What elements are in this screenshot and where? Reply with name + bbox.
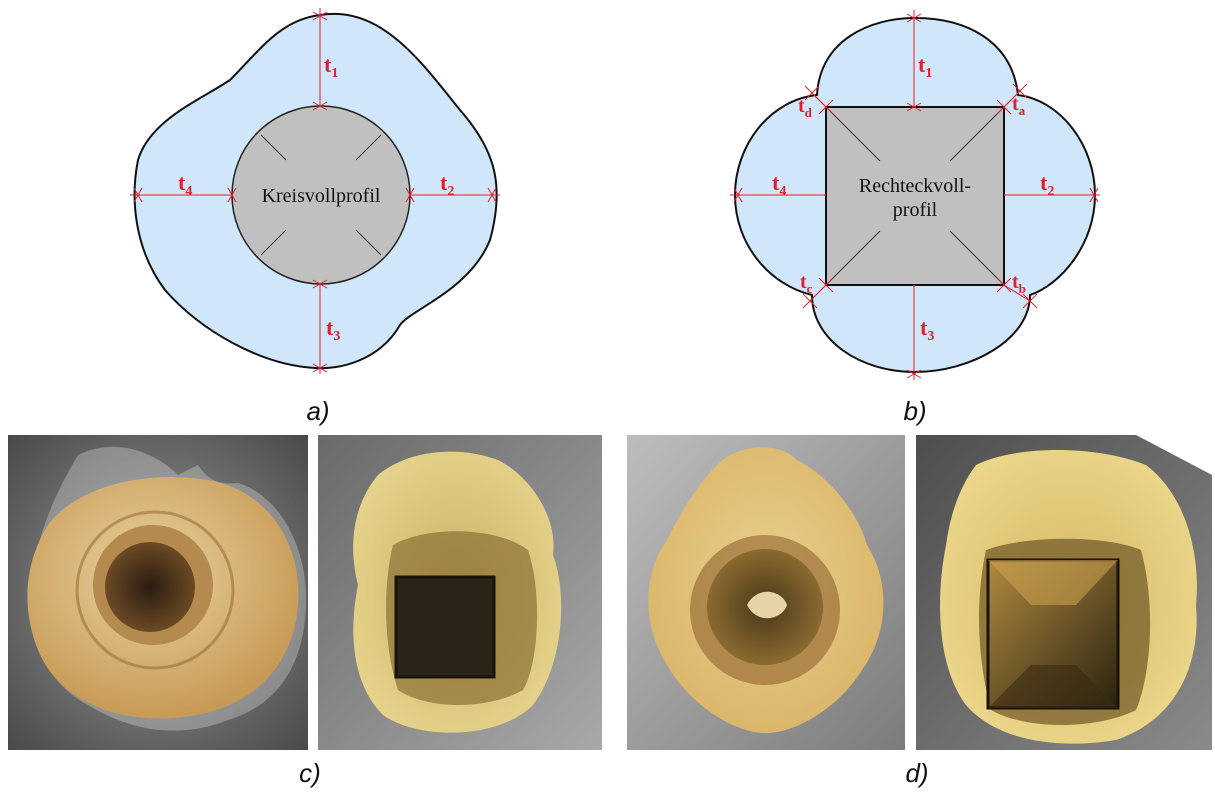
- diagram-rectangular-profile: Rechteckvoll- profil t1 t2 t3 t4 ta tb t…: [730, 10, 1100, 380]
- diagram-circular-profile: Kreisvollprofil t1 t2 t3 t4: [130, 8, 500, 374]
- t1-label-b: t1: [918, 52, 932, 81]
- measure-lines-rectangular: [730, 10, 1100, 380]
- t1-label-a: t1: [324, 52, 338, 81]
- caption-b: b): [903, 396, 927, 426]
- photo-rectangular-specimen-1: [318, 435, 602, 750]
- circular-profile-label: Kreisvollprofil: [262, 185, 381, 207]
- caption-c: c): [299, 758, 321, 788]
- t2-label-b: t2: [1040, 170, 1054, 199]
- t3-label-a: t3: [326, 315, 340, 344]
- ta-label: ta: [1012, 93, 1026, 118]
- caption-d: d): [905, 758, 929, 788]
- photo-circular-specimen-1: [8, 435, 308, 750]
- caption-a: a): [306, 396, 330, 426]
- t3-label-b: t3: [920, 315, 934, 344]
- rect-profile-label-line1: Rechteckvoll-: [859, 175, 971, 197]
- square-diagonal-marks: [825, 106, 1005, 286]
- photo-rectangular-specimen-2: [916, 435, 1212, 750]
- measure-lines-circular: [130, 8, 500, 374]
- rect-profile-label-line2: profil: [893, 199, 938, 221]
- tc-label: tc: [800, 271, 813, 296]
- t2-label-a: t2: [440, 170, 454, 199]
- t4-label-b: t4: [772, 170, 786, 199]
- photo-circular-specimen-2: [627, 435, 905, 750]
- td-label: td: [798, 95, 813, 120]
- circle-diagonal-marks: [260, 134, 382, 256]
- tb-label: tb: [1012, 271, 1026, 296]
- t4-label-a: t4: [178, 170, 192, 199]
